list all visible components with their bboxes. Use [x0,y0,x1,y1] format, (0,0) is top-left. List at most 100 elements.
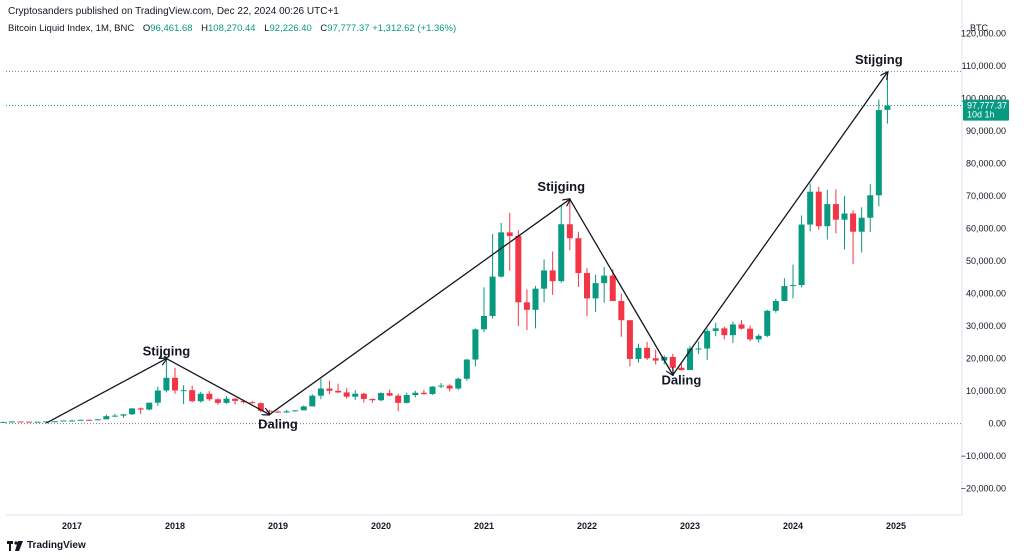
candle[interactable] [8,421,15,423]
candle[interactable] [43,421,50,423]
candle[interactable] [489,233,496,319]
candle[interactable] [635,343,642,363]
candle[interactable] [686,345,694,370]
candle[interactable] [781,278,788,302]
candle[interactable] [386,389,393,397]
candle[interactable] [274,410,282,413]
candle[interactable] [197,391,204,403]
annotation-label[interactable]: Stijging [537,179,585,194]
candle[interactable] [68,419,76,422]
candle[interactable] [335,383,342,394]
candle[interactable] [343,388,350,399]
candle[interactable] [583,267,591,317]
candle[interactable] [678,363,685,371]
candle[interactable] [824,189,831,240]
candle[interactable] [180,385,187,405]
candle[interactable] [884,71,891,124]
candle[interactable] [875,99,882,207]
trend-arrow[interactable] [45,359,166,424]
candle[interactable] [858,207,865,253]
candle[interactable] [463,358,470,381]
candle[interactable] [111,413,118,417]
candle[interactable] [206,391,213,401]
candle[interactable] [729,321,736,343]
candle[interactable] [438,383,445,389]
candle[interactable] [455,377,462,390]
candle[interactable] [26,421,33,423]
candle[interactable] [626,319,633,367]
candle[interactable] [566,199,573,251]
candle[interactable] [137,407,144,415]
candle[interactable] [300,405,307,411]
candle[interactable] [412,390,419,398]
trend-arrow[interactable] [166,358,269,415]
trend-arrow[interactable] [672,72,888,376]
candle[interactable] [480,287,488,333]
candle[interactable] [755,334,762,343]
candle[interactable] [429,386,436,395]
trend-arrow[interactable] [569,198,673,375]
candle[interactable] [867,184,874,233]
trend-arrow[interactable] [269,199,569,416]
candle[interactable] [807,183,814,232]
candle[interactable] [403,392,410,404]
candle[interactable] [189,385,196,403]
candle[interactable] [704,328,711,360]
candle[interactable] [34,421,41,423]
candle[interactable] [77,419,84,421]
annotation-label[interactable]: Daling [258,417,298,432]
candle[interactable] [558,206,565,283]
candle[interactable] [352,390,359,400]
candle[interactable] [498,222,505,278]
candle[interactable] [523,289,530,330]
candle[interactable] [764,309,771,338]
candle[interactable] [17,421,24,423]
candle[interactable] [292,410,299,412]
candle[interactable] [446,384,453,392]
tradingview-logo[interactable]: TradingView [7,540,86,551]
candle[interactable] [377,392,385,402]
annotation-label[interactable]: Daling [662,373,702,388]
candle[interactable] [317,378,324,400]
candle[interactable] [223,396,230,404]
candle[interactable] [850,210,857,265]
candle[interactable] [815,186,822,230]
currency-label[interactable]: BTC [970,23,989,33]
candle[interactable] [747,325,754,342]
candle[interactable] [283,410,290,413]
candle[interactable] [420,389,427,395]
candle[interactable] [309,394,316,407]
candle[interactable] [609,269,616,302]
candle[interactable] [0,421,7,423]
candle[interactable] [532,286,539,329]
candle[interactable] [129,408,136,415]
candle[interactable] [789,264,797,299]
candle[interactable] [695,341,702,355]
candle[interactable] [712,322,719,337]
candle[interactable] [103,414,110,420]
candle[interactable] [60,420,67,422]
candle[interactable] [772,298,779,313]
candle[interactable] [652,349,659,365]
candle[interactable] [395,393,402,412]
candle[interactable] [618,293,625,337]
candle[interactable] [575,231,582,288]
candle[interactable] [738,320,745,330]
candle[interactable] [592,274,599,313]
candle[interactable] [472,328,479,367]
symbol-label[interactable]: Bitcoin Liquid Index, 1M, BNC [8,23,135,34]
annotation-label[interactable]: Stijging [143,343,191,358]
candle[interactable] [360,392,367,403]
candle[interactable] [154,386,161,406]
candle[interactable] [515,230,522,327]
candle[interactable] [214,398,221,405]
candle[interactable] [257,402,264,413]
candle[interactable] [249,400,256,404]
candle[interactable] [171,367,179,394]
candle[interactable] [798,215,805,288]
candle[interactable] [721,326,728,340]
candle[interactable] [86,419,93,421]
candle[interactable] [146,402,153,411]
candle[interactable] [369,398,376,403]
